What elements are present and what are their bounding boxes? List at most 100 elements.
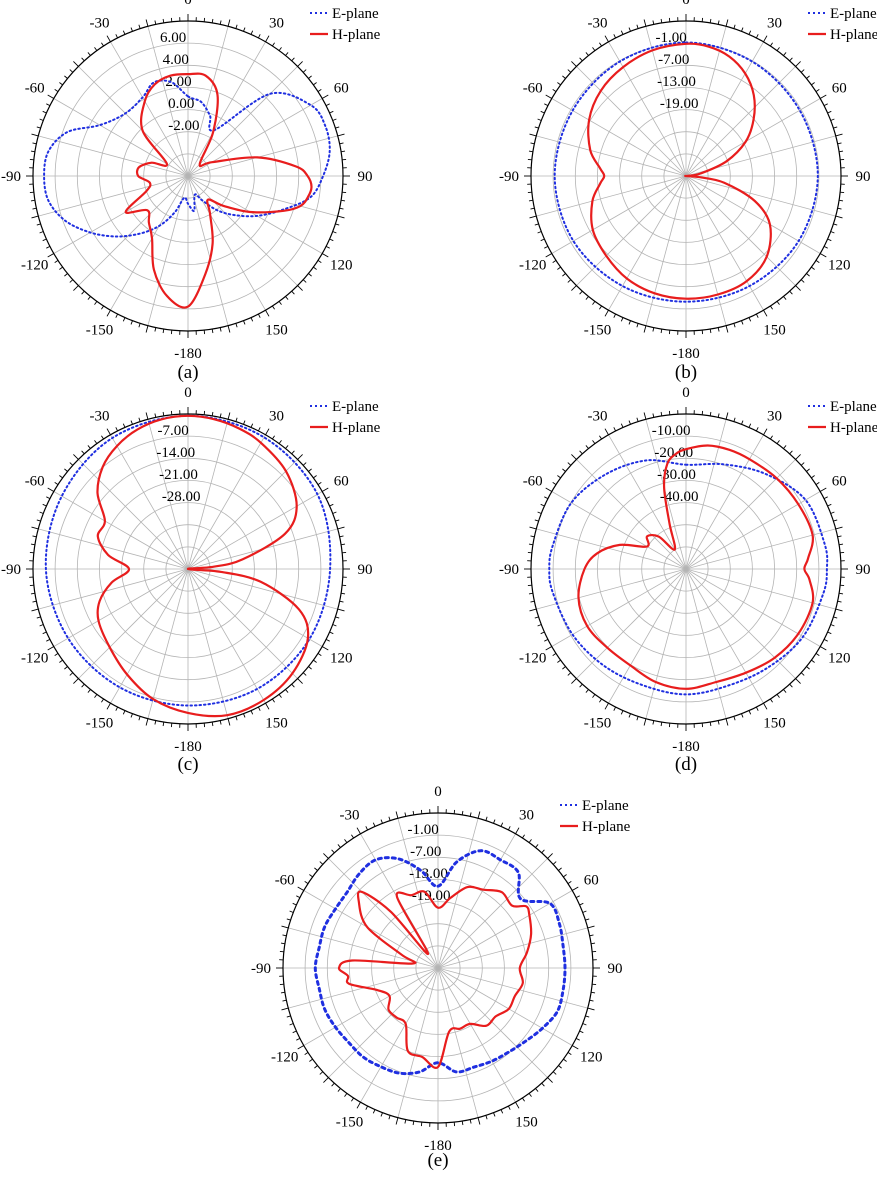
angle-tick bbox=[116, 34, 118, 38]
angle-tick bbox=[298, 887, 304, 891]
angle-tick bbox=[833, 127, 837, 128]
angle-tick bbox=[548, 1078, 553, 1083]
grid-spoke bbox=[438, 858, 548, 968]
legend-label-e-plane: E-plane bbox=[830, 6, 877, 22]
angle-tick bbox=[32, 527, 39, 529]
legend-label-e-plane: E-plane bbox=[332, 6, 379, 22]
angle-label: 150 bbox=[265, 322, 288, 338]
radial-tick-label: -14.00 bbox=[156, 445, 195, 461]
angle-tick bbox=[290, 911, 294, 913]
angle-tick bbox=[580, 291, 583, 294]
angle-tick bbox=[749, 711, 751, 715]
angle-tick bbox=[286, 445, 289, 448]
angle-tick bbox=[107, 36, 111, 42]
angle-tick bbox=[828, 239, 832, 241]
angle-tick bbox=[330, 111, 334, 113]
angle-label: -120 bbox=[21, 258, 49, 274]
angle-tick bbox=[831, 119, 835, 121]
angle-tick bbox=[340, 536, 344, 537]
angle-tick bbox=[82, 58, 85, 61]
angle-tick bbox=[101, 436, 103, 439]
angle-tick bbox=[163, 722, 164, 726]
angle-tick bbox=[366, 826, 368, 830]
subfigure-caption: (e) bbox=[427, 1150, 448, 1171]
angle-tick bbox=[318, 260, 321, 262]
angle-tick bbox=[516, 1102, 520, 1108]
angle-tick bbox=[37, 224, 41, 225]
angle-tick bbox=[807, 667, 810, 670]
angle-tick bbox=[838, 208, 842, 209]
angle-tick bbox=[258, 707, 260, 711]
angle-tick bbox=[576, 896, 580, 898]
angle-tick bbox=[341, 151, 345, 152]
angle-tick bbox=[529, 544, 533, 545]
angle-tick bbox=[298, 286, 303, 291]
angle-tick bbox=[43, 632, 47, 634]
angle-tick bbox=[338, 844, 341, 847]
angle-tick bbox=[64, 274, 67, 277]
angle-tick bbox=[764, 36, 768, 42]
angle-tick bbox=[59, 83, 62, 85]
grid-spoke bbox=[686, 176, 726, 326]
angle-tick bbox=[571, 454, 576, 459]
angle-tick bbox=[583, 1024, 587, 1026]
angle-tick bbox=[88, 52, 91, 55]
angle-tick bbox=[345, 839, 347, 842]
angle-tick bbox=[726, 413, 728, 420]
angle-tick bbox=[116, 707, 118, 711]
angle-tick bbox=[541, 239, 545, 241]
angle-tick bbox=[790, 291, 793, 294]
angle-label: -150 bbox=[584, 322, 612, 338]
angle-tick bbox=[322, 647, 328, 651]
angle-tick bbox=[70, 463, 73, 466]
angle-tick bbox=[139, 418, 140, 422]
angle-tick bbox=[46, 246, 50, 248]
grid-spoke bbox=[304, 968, 438, 1046]
angle-tick bbox=[770, 699, 772, 702]
angle-tick bbox=[37, 520, 41, 521]
angle-tick bbox=[836, 527, 843, 529]
angle-tick bbox=[836, 609, 843, 611]
angle-tick bbox=[501, 1110, 503, 1114]
angle-label: 90 bbox=[358, 562, 373, 578]
angle-tick bbox=[637, 716, 638, 720]
angle-label: -30 bbox=[340, 808, 360, 824]
grid-spoke bbox=[536, 529, 686, 569]
angle-tick bbox=[296, 1038, 300, 1040]
angle-label: 150 bbox=[515, 1114, 538, 1130]
angle-tick bbox=[833, 520, 837, 521]
angle-tick bbox=[839, 544, 843, 545]
grid-spoke bbox=[686, 176, 796, 286]
angle-tick bbox=[544, 639, 548, 641]
angle-tick bbox=[82, 451, 85, 454]
angle-tick bbox=[48, 647, 54, 651]
radial-tick-label: 6.00 bbox=[160, 30, 186, 46]
angle-tick bbox=[163, 412, 164, 416]
angle-tick bbox=[326, 639, 330, 641]
angle-label: -60 bbox=[523, 474, 543, 490]
polar-plot-1: 0306090120150-180-150-120-90-60-30-1.00-… bbox=[499, 0, 877, 383]
angle-tick bbox=[244, 421, 246, 425]
angle-tick bbox=[298, 1046, 304, 1050]
angle-tick bbox=[131, 28, 133, 32]
angle-tick bbox=[326, 104, 330, 106]
angle-tick bbox=[326, 497, 330, 499]
angle-label: 30 bbox=[767, 16, 782, 32]
angle-tick bbox=[228, 20, 230, 27]
angle-tick bbox=[95, 694, 97, 697]
angle-tick bbox=[88, 445, 91, 448]
angle-tick bbox=[494, 1113, 496, 1117]
angle-tick bbox=[557, 267, 560, 269]
angle-label: -150 bbox=[86, 322, 114, 338]
angle-tick bbox=[282, 926, 289, 928]
angle-tick bbox=[807, 274, 810, 277]
angle-tick bbox=[586, 690, 589, 693]
angle-tick bbox=[258, 427, 260, 431]
angle-tick bbox=[828, 632, 832, 634]
angle-tick bbox=[366, 1106, 368, 1110]
angle-tick bbox=[572, 887, 578, 891]
angle-tick bbox=[811, 83, 814, 85]
angle-label: 60 bbox=[584, 873, 599, 889]
angle-tick bbox=[591, 943, 595, 944]
grid-spoke bbox=[686, 176, 820, 254]
